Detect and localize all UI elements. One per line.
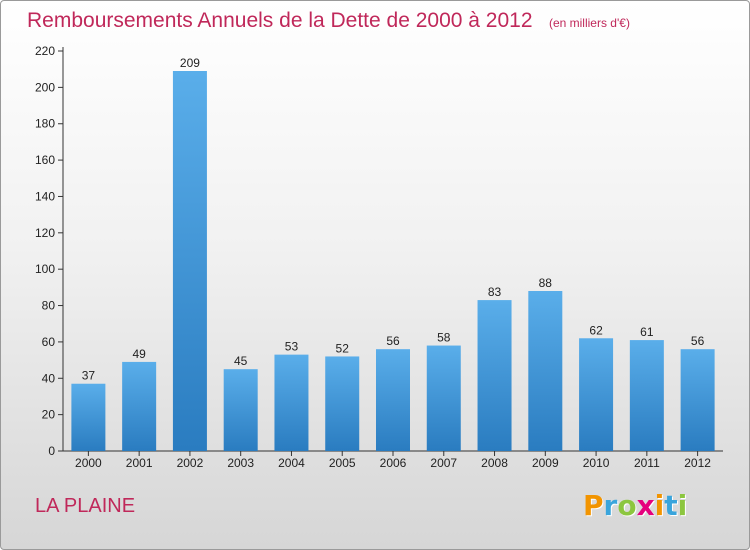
x-tick-label: 2004 [278,456,305,470]
bar-value-label: 62 [589,323,603,337]
logo-letter: r [603,489,618,522]
bar [680,349,715,451]
x-tick-label: 2001 [126,456,153,470]
bar-value-label: 56 [386,334,400,348]
x-tick-label: 2009 [532,456,559,470]
bars [71,71,715,451]
bar [528,291,563,451]
x-tick-labels: 2000 2001 2002 2003 2004 2005 2006 2007 2008 2009… [75,456,711,470]
bar [325,356,360,451]
bar-value-label: 88 [539,276,553,290]
proxiti-logo: Proxiti [583,489,687,522]
bar-value-label: 45 [234,354,248,368]
y-tick-label: 0 [48,444,55,458]
logo-letter: i [677,489,688,522]
chart-subtitle: (en milliers d'€) [548,16,630,30]
y-tick-label: 20 [42,408,56,422]
bar-value-label: 58 [437,331,451,345]
bar-value-label: 209 [180,56,200,70]
x-tick-label: 2007 [430,456,457,470]
bar-value-label: 61 [640,325,654,339]
bar-value-label: 49 [132,347,146,361]
y-tick-label: 80 [42,299,56,313]
bar [579,338,614,451]
place-name: LA PLAINE [35,495,136,517]
bar [274,354,309,451]
x-tick-label: 2011 [634,456,660,470]
bar [426,345,461,451]
x-tick-label: 2012 [684,456,711,470]
bar [122,361,157,451]
value-labels: 37 49 209 45 53 52 56 58 83 88 62 61 56 [82,56,705,383]
x-tick-label: 2005 [329,456,356,470]
chart-title: Remboursements Annuels de la Dette de 20… [27,9,533,32]
x-tick-label: 2006 [380,456,407,470]
bar-value-label: 53 [285,340,299,354]
logo-letter: o [617,489,637,522]
bar-value-label: 52 [336,341,350,355]
y-tick-label: 200 [35,80,55,94]
bar-value-label: 56 [691,334,705,348]
bar-value-label: 83 [488,285,502,299]
title-row: Remboursements Annuels de la Dette de 20… [27,9,630,33]
bar [172,71,207,451]
logo-letter: x [636,489,655,522]
x-tick-label: 2000 [75,456,102,470]
logo-letter: P [583,489,604,522]
logo-letter: i [654,489,665,522]
y-tick-label: 120 [35,226,55,240]
y-tick-label: 160 [35,153,55,167]
y-tick-labels: 0 20 40 60 80 100 120 140 160 180 200 220 [35,44,55,458]
y-tick-label: 60 [42,335,56,349]
bar [376,349,410,451]
y-tick-label: 140 [35,189,55,203]
y-tick-label: 40 [42,371,56,385]
x-tick-label: 2003 [227,456,254,470]
bar [477,300,512,451]
bar [71,383,106,451]
bar-value-label: 37 [82,369,96,383]
bar [629,340,664,451]
y-tick-label: 180 [35,117,55,131]
x-tick-label: 2010 [583,456,610,470]
x-tick-label: 2008 [481,456,508,470]
y-tick-label: 220 [35,44,55,58]
y-tick-label: 100 [35,262,55,276]
bar [223,369,258,451]
logo-letter: t [664,489,678,522]
x-tick-label: 2002 [177,456,204,470]
